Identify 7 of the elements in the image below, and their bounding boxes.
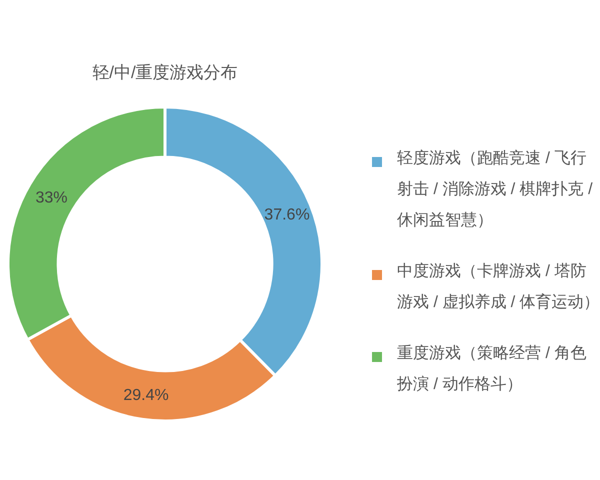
chart-title: 轻/中/重度游戏分布 bbox=[92, 63, 238, 82]
data-label: 37.6% bbox=[264, 206, 310, 224]
legend-label: 重度游戏（策略经营 / 角色扮演 / 动作格斗） bbox=[396, 344, 586, 393]
data-label: 33% bbox=[35, 189, 68, 206]
legend-label: 轻度游戏（跑酷竞速 / 飞行射击 / 消除游戏 / 棋牌扑克 / 休闲益智慧） bbox=[397, 149, 598, 229]
legend-label: 中度游戏（卡牌游戏 / 塔防游戏 / 虚拟养成 / 体育运动） bbox=[397, 262, 600, 311]
data-label: 29.4% bbox=[123, 387, 169, 404]
